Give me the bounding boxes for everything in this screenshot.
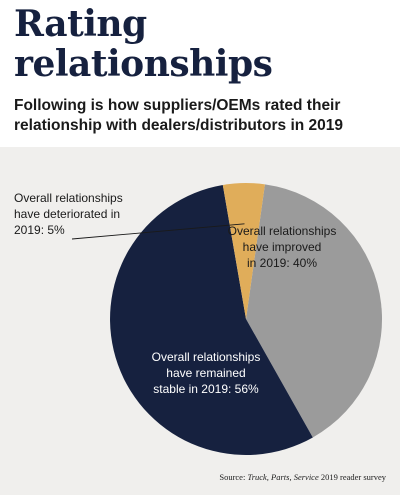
page-subtitle: Following is how suppliers/OEMs rated th… [14,97,344,134]
source-note: Source: Truck, Parts, Service 2019 reade… [219,472,386,482]
header: Rating relationships Following is how su… [0,0,400,147]
slice-deteriorated [222,182,265,319]
callout-line: have deteriorated in [14,207,121,221]
slice-improved [246,184,383,438]
deteriorated-callout-label: Overall relationships have deteriorated i… [14,190,124,238]
page-title: Rating relationships [14,3,273,85]
slice-stable [110,184,313,455]
callout-leader-line [71,223,245,240]
source-publication: Truck, Parts, Service [247,472,319,482]
label-stable: Overall relationships have remained stable… [152,350,261,396]
label-improved: Overall relationships have improved in 201… [228,224,337,270]
source-suffix: 2019 reader survey [318,472,386,482]
callout-line: Overall relationships [14,191,123,205]
callout-line: 2019: 5% [14,223,65,237]
source-prefix: Source: [219,472,248,482]
